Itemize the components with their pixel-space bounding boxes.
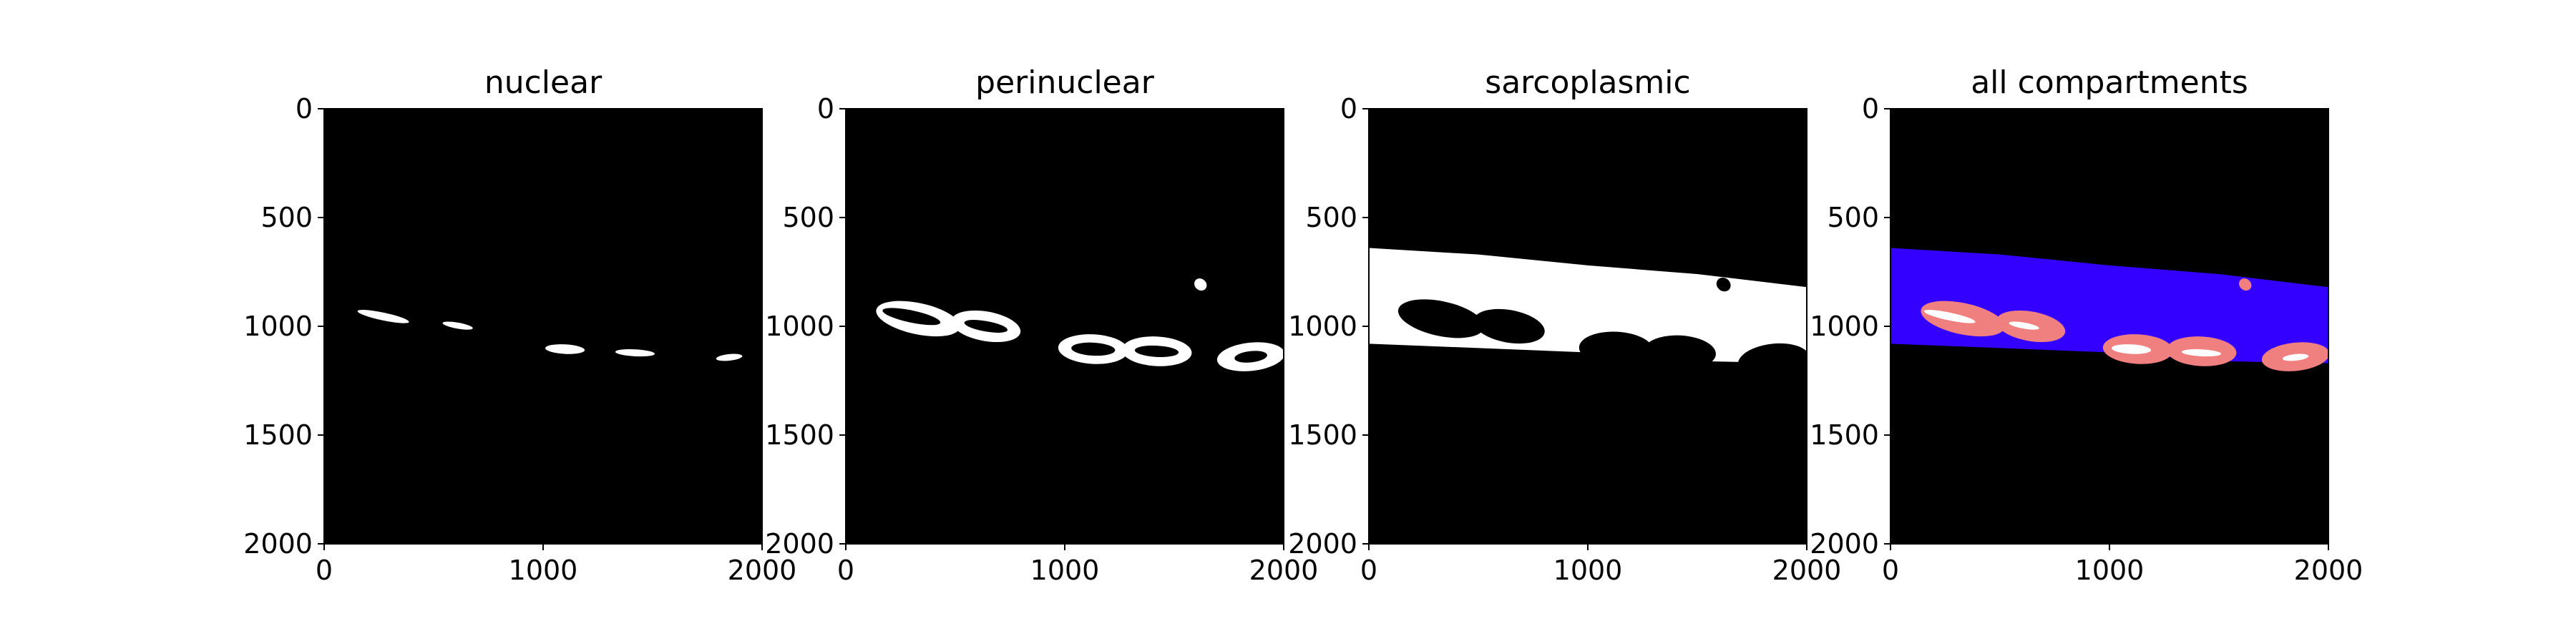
y-tick-label: 1000: [765, 311, 834, 342]
y-tick-label: 1500: [765, 419, 834, 451]
x-tick-label: 2000: [1249, 555, 1319, 586]
x-tick-label: 0: [837, 555, 854, 586]
image-background: [324, 109, 762, 544]
y-tick-label: 500: [260, 202, 313, 233]
mask-blob: [1134, 345, 1179, 358]
mask-blob: [2239, 278, 2252, 291]
mask-blob: [1071, 342, 1116, 356]
image-content: [876, 278, 1284, 371]
panel-title: sarcoplasmic: [1485, 64, 1690, 101]
y-tick-label: 500: [1827, 202, 1879, 233]
mask-blob: [1923, 309, 1976, 323]
x-tick-label: 0: [316, 555, 333, 586]
mask-blob: [882, 308, 941, 326]
x-tick-label: 0: [1882, 555, 1899, 586]
mask-blob: [1737, 343, 1807, 379]
x-tick-label: 1000: [1553, 555, 1623, 586]
mask-blob: [2182, 349, 2222, 357]
mask-blob: [2112, 344, 2152, 354]
mask-blob: [1716, 277, 1731, 292]
x-tick-label: 1000: [509, 555, 578, 586]
y-tick-label: 1000: [1288, 311, 1357, 342]
mask-band: [1890, 248, 2328, 364]
mask-blob: [545, 344, 585, 354]
mask-blob: [1234, 351, 1267, 363]
y-tick-label: 0: [817, 93, 834, 125]
x-tick-label: 1000: [1030, 555, 1100, 586]
x-tick-label: 2000: [728, 555, 797, 586]
y-tick-label: 0: [1340, 93, 1357, 125]
panel-title: perinuclear: [975, 64, 1155, 101]
mask-blob: [357, 309, 409, 323]
y-tick-label: 2000: [1288, 528, 1357, 560]
y-tick-label: 0: [296, 93, 313, 125]
mask-blob: [615, 349, 655, 357]
panel-title: nuclear: [484, 64, 602, 101]
panel-title: all compartments: [1971, 64, 2248, 101]
mask-blob: [2009, 321, 2039, 330]
x-tick-label: 2000: [2294, 555, 2363, 586]
y-tick-label: 2000: [765, 528, 834, 560]
y-tick-label: 2000: [1810, 528, 1879, 560]
y-tick-label: 0: [1862, 93, 1879, 125]
image-content: [1890, 248, 2328, 381]
y-tick-label: 1500: [243, 419, 313, 451]
mask-band: [1369, 248, 1807, 364]
x-tick-label: 2000: [1772, 555, 1842, 586]
y-tick-label: 1500: [1810, 419, 1879, 451]
mask-blob: [1473, 308, 1545, 344]
y-tick-label: 500: [1305, 202, 1357, 233]
mask-blob: [716, 353, 743, 361]
mask-blob: [2282, 353, 2309, 361]
image-content: [1369, 248, 1807, 379]
mask-blob: [442, 321, 473, 330]
y-tick-label: 1000: [243, 311, 313, 342]
x-tick-label: 0: [1360, 555, 1377, 586]
y-tick-label: 500: [782, 202, 834, 233]
mask-blob: [1644, 335, 1716, 370]
y-tick-label: 1000: [1810, 311, 1879, 342]
mask-blob: [1194, 278, 1207, 291]
x-tick-label: 1000: [2075, 555, 2145, 586]
y-tick-label: 2000: [243, 528, 313, 560]
mask-blob: [1397, 299, 1485, 338]
mask-blob: [1579, 331, 1654, 367]
y-tick-label: 1500: [1288, 419, 1357, 451]
mask-blob: [964, 320, 1008, 333]
image-content: [357, 309, 743, 361]
